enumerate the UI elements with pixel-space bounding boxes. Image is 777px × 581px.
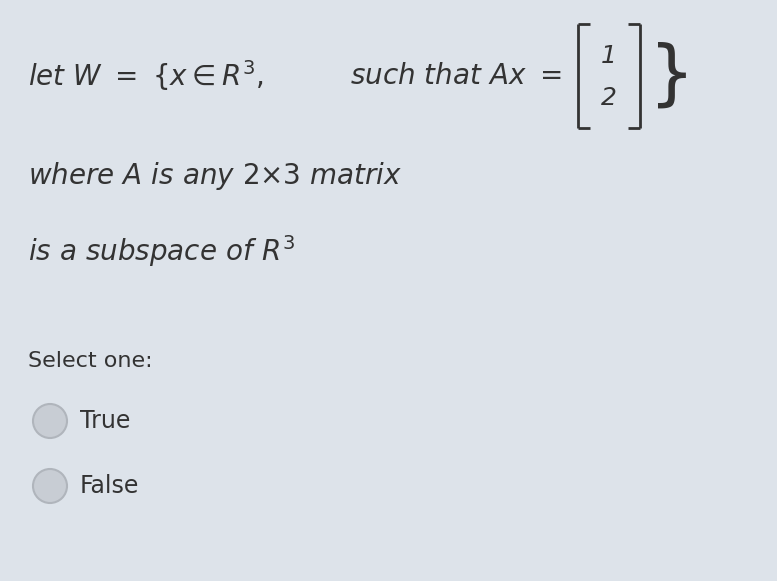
Text: $\mathit{such\ that}\ \mathit{Ax}\ =$: $\mathit{such\ that}\ \mathit{Ax}\ =$ xyxy=(350,62,562,90)
Text: 2: 2 xyxy=(601,86,617,110)
Circle shape xyxy=(33,469,67,503)
Text: $\mathit{let}\ \mathit{W}\ =\ \{x \in R^3,$: $\mathit{let}\ \mathit{W}\ =\ \{x \in R^… xyxy=(28,59,264,94)
Text: $\mathit{is}\ \mathit{a}\ \mathit{subspace}\ \mathit{of}\ \mathit{R}^3$: $\mathit{is}\ \mathit{a}\ \mathit{subspa… xyxy=(28,233,295,269)
Text: $\mathit{where}\ \mathit{A}\ \mathit{is}\ \mathit{any}\ \mathit{2}$$\times$$\mat: $\mathit{where}\ \mathit{A}\ \mathit{is}… xyxy=(28,160,402,192)
Circle shape xyxy=(33,404,67,438)
Text: Select one:: Select one: xyxy=(28,351,152,371)
Text: True: True xyxy=(80,409,131,433)
Text: $\}$: $\}$ xyxy=(648,41,687,111)
Text: 1: 1 xyxy=(601,44,617,68)
Text: False: False xyxy=(80,474,139,498)
